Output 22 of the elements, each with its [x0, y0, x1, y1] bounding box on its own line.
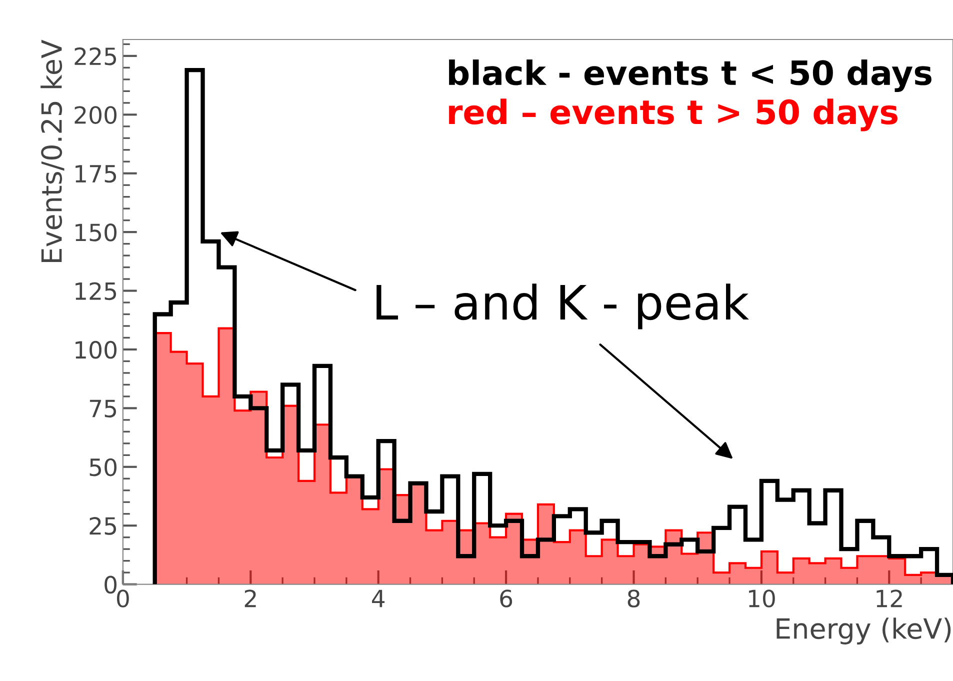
y-tick-label: 100: [76, 340, 117, 359]
y-tick-label: 125: [76, 282, 116, 300]
text: black - events t < 50 days: [449, 60, 932, 92]
x-tick-label: 0: [116, 590, 129, 608]
x-tick-label: 2: [244, 590, 256, 608]
x-tick-label: 6: [500, 590, 512, 608]
y-tick-label: 75: [90, 400, 116, 418]
y-tick-label: 175: [76, 165, 116, 183]
annotation: L – and K - peak: [376, 284, 749, 330]
y-tick-label: 150: [76, 224, 117, 242]
y-tick-label: 50: [90, 458, 117, 476]
y-axis-title: Events/0.25 keV: [40, 40, 64, 262]
x-tick-label: 4: [372, 590, 385, 608]
x-tick-label: 8: [628, 590, 640, 608]
x-axis-title: Energy (keV): [776, 618, 951, 644]
y-tick-label: 25: [90, 517, 116, 535]
y-tick-label: 200: [74, 106, 117, 124]
y-tick-label: 225: [74, 47, 116, 66]
y-tick-label: 0: [104, 576, 117, 594]
x-tick-label: 12: [876, 590, 902, 608]
x-tick-label: 10: [749, 590, 775, 608]
text: red – events t > 50 days: [449, 98, 898, 132]
